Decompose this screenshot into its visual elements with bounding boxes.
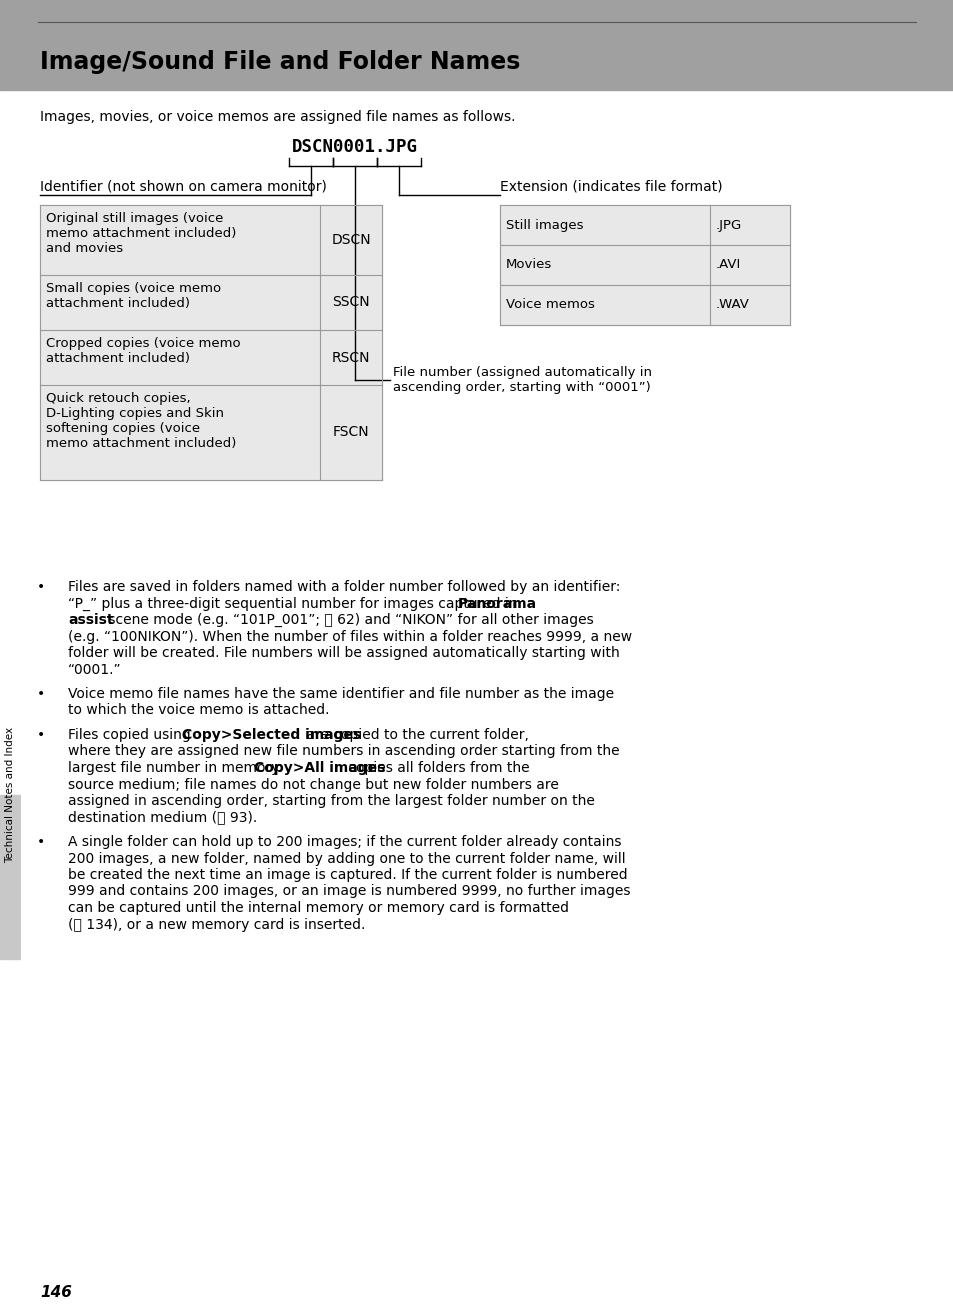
Text: to which the voice memo is attached.: to which the voice memo is attached. — [68, 703, 329, 717]
Text: FSCN: FSCN — [333, 426, 369, 439]
Text: 999 and contains 200 images, or an image is numbered 9999, no further images: 999 and contains 200 images, or an image… — [68, 884, 630, 899]
Text: folder will be created. File numbers will be assigned automatically starting wit: folder will be created. File numbers wil… — [68, 646, 619, 660]
Text: .WAV: .WAV — [716, 298, 749, 311]
Text: •: • — [37, 579, 45, 594]
Bar — [40, 385, 381, 480]
Text: Files copied using: Files copied using — [68, 728, 195, 742]
Text: A single folder can hold up to 200 images; if the current folder already contain: A single folder can hold up to 200 image… — [68, 834, 620, 849]
Text: (⧉ 134), or a new memory card is inserted.: (⧉ 134), or a new memory card is inserte… — [68, 917, 365, 932]
Text: (e.g. “100NIKON”). When the number of files within a folder reaches 9999, a new: (e.g. “100NIKON”). When the number of fi… — [68, 629, 632, 644]
Text: scene mode (e.g. “101P_001”; ⧉ 62) and “NIKON” for all other images: scene mode (e.g. “101P_001”; ⧉ 62) and “… — [104, 614, 593, 627]
Text: •: • — [37, 728, 45, 742]
Text: Copy>Selected images: Copy>Selected images — [182, 728, 361, 742]
Text: assist: assist — [68, 614, 113, 627]
Text: assigned in ascending order, starting from the largest folder number on the: assigned in ascending order, starting fr… — [68, 794, 595, 808]
Bar — [40, 205, 381, 275]
Text: largest file number in memory.: largest file number in memory. — [68, 761, 286, 775]
Text: Copy>All images: Copy>All images — [253, 761, 385, 775]
Text: DSCN0001.JPG: DSCN0001.JPG — [292, 138, 417, 156]
Text: Voice memo file names have the same identifier and file number as the image: Voice memo file names have the same iden… — [68, 687, 614, 700]
Text: can be captured until the internal memory or memory card is formatted: can be captured until the internal memor… — [68, 901, 568, 915]
Text: Cropped copies (voice memo
attachment included): Cropped copies (voice memo attachment in… — [46, 336, 240, 365]
Bar — [40, 330, 381, 385]
Text: where they are assigned new file numbers in ascending order starting from the: where they are assigned new file numbers… — [68, 745, 619, 758]
Text: .AVI: .AVI — [716, 259, 740, 272]
Text: Still images: Still images — [505, 218, 583, 231]
Text: “0001.”: “0001.” — [68, 662, 121, 677]
Text: copies all folders from the: copies all folders from the — [344, 761, 529, 775]
Text: be created the next time an image is captured. If the current folder is numbered: be created the next time an image is cap… — [68, 869, 627, 882]
Text: .JPG: .JPG — [716, 218, 741, 231]
Text: “P_” plus a three-digit sequential number for images captured in: “P_” plus a three-digit sequential numbe… — [68, 597, 521, 611]
Bar — [40, 275, 381, 330]
Text: source medium; file names do not change but new folder numbers are: source medium; file names do not change … — [68, 778, 558, 791]
Text: Voice memos: Voice memos — [505, 298, 595, 311]
Text: are copied to the current folder,: are copied to the current folder, — [302, 728, 528, 742]
Text: File number (assigned automatically in
ascending order, starting with “0001”): File number (assigned automatically in a… — [393, 367, 651, 394]
Text: Image/Sound File and Folder Names: Image/Sound File and Folder Names — [40, 50, 519, 74]
Text: Panorama: Panorama — [457, 597, 537, 611]
Text: Extension (indicates file format): Extension (indicates file format) — [499, 179, 721, 193]
Text: Quick retouch copies,
D-Lighting copies and Skin
softening copies (voice
memo at: Quick retouch copies, D-Lighting copies … — [46, 392, 236, 449]
Text: •: • — [37, 834, 45, 849]
Text: Small copies (voice memo
attachment included): Small copies (voice memo attachment incl… — [46, 283, 221, 310]
Bar — [0, 0, 953, 89]
Text: Files are saved in folders named with a folder number followed by an identifier:: Files are saved in folders named with a … — [68, 579, 619, 594]
Text: Technical Notes and Index: Technical Notes and Index — [6, 727, 15, 863]
Text: Images, movies, or voice memos are assigned file names as follows.: Images, movies, or voice memos are assig… — [40, 110, 515, 124]
Text: Original still images (voice
memo attachment included)
and movies: Original still images (voice memo attach… — [46, 212, 236, 255]
Bar — [499, 244, 789, 285]
Text: •: • — [37, 687, 45, 700]
Text: 146: 146 — [40, 1285, 71, 1300]
Text: DSCN: DSCN — [331, 233, 371, 247]
Bar — [499, 205, 789, 244]
Text: Movies: Movies — [505, 259, 552, 272]
Text: Identifier (not shown on camera monitor): Identifier (not shown on camera monitor) — [40, 179, 327, 193]
Text: destination medium (⧉ 93).: destination medium (⧉ 93). — [68, 811, 257, 824]
Bar — [499, 285, 789, 325]
Text: SSCN: SSCN — [332, 296, 370, 310]
Bar — [0, 795, 21, 959]
Text: RSCN: RSCN — [332, 351, 370, 364]
Text: 200 images, a new folder, named by adding one to the current folder name, will: 200 images, a new folder, named by addin… — [68, 851, 625, 866]
